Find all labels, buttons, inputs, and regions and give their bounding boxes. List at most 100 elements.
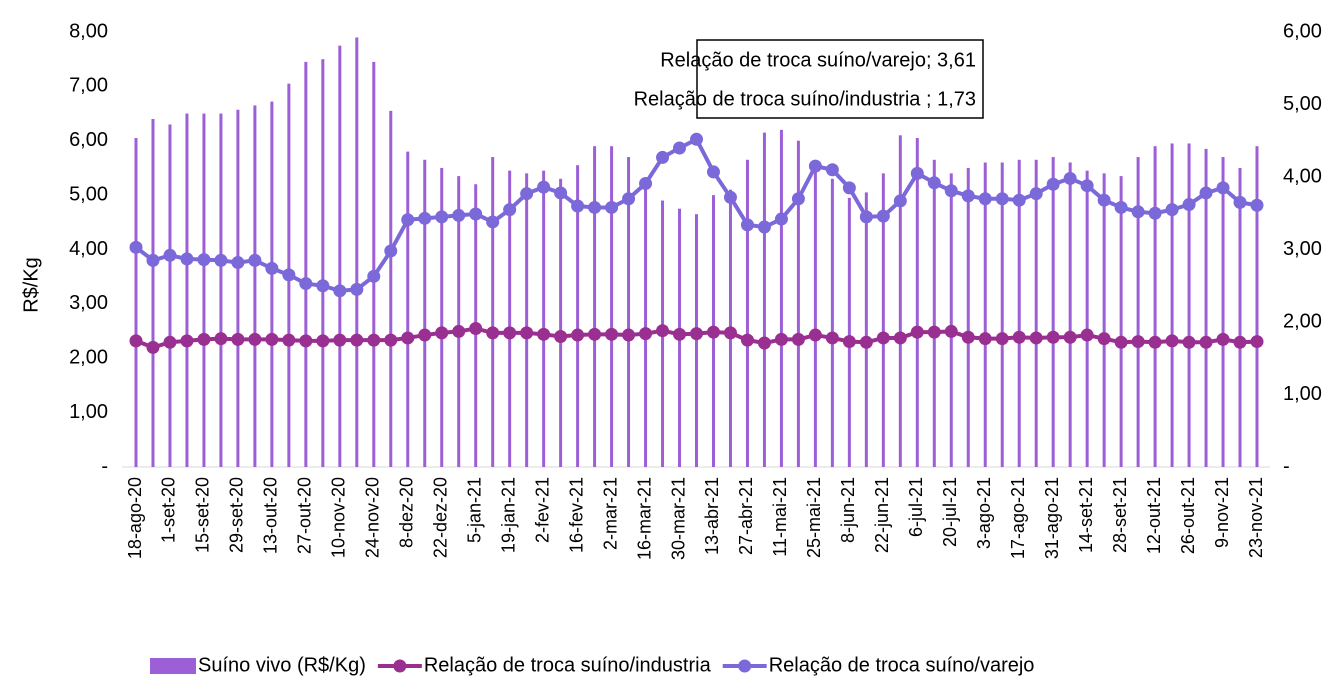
- bar: [151, 119, 155, 467]
- bar: [796, 140, 800, 467]
- point: [588, 200, 602, 214]
- bar: [491, 157, 495, 467]
- x-tick-label: 12-out-21: [1144, 477, 1164, 554]
- bar: [830, 178, 834, 467]
- point: [1131, 205, 1145, 219]
- point: [1233, 335, 1247, 349]
- bar: [1102, 173, 1106, 467]
- bar: [253, 105, 257, 467]
- point: [1233, 195, 1247, 209]
- point: [333, 333, 347, 347]
- point: [893, 331, 907, 345]
- point: [435, 210, 449, 224]
- bar: [1051, 157, 1055, 467]
- y-tick-label: -: [101, 455, 108, 477]
- legend-label: Relação de troca suíno/varejo: [769, 654, 1035, 676]
- point: [673, 327, 687, 341]
- x-tick-label: 13-abr-21: [702, 477, 722, 555]
- legend-item: Relação de troca suíno/industria: [377, 654, 712, 676]
- bar: [813, 165, 817, 467]
- point: [893, 194, 907, 208]
- point: [231, 332, 245, 346]
- x-tick-label: 10-nov-20: [329, 477, 349, 558]
- bar: [168, 124, 172, 467]
- bar: [1017, 159, 1021, 467]
- point: [452, 208, 466, 222]
- legend-item: Relação de troca suíno/varejo: [722, 654, 1035, 676]
- point: [723, 326, 737, 340]
- y2-tick-label: 5,00: [1283, 93, 1322, 115]
- point: [927, 176, 941, 190]
- point: [723, 190, 737, 204]
- x-tick-label: 19-jan-21: [498, 477, 518, 553]
- x-tick-label: 13-out-20: [261, 477, 281, 554]
- bar: [423, 159, 427, 467]
- point: [690, 327, 703, 341]
- bar: [983, 162, 987, 467]
- bar: [576, 165, 580, 467]
- point: [350, 282, 364, 296]
- bar: [1221, 157, 1225, 467]
- bar: [644, 178, 648, 467]
- y-tick-label: 2,00: [69, 347, 108, 369]
- bar: [1085, 170, 1089, 467]
- bar: [932, 159, 936, 467]
- bar: [440, 167, 444, 467]
- point: [774, 332, 788, 346]
- y2-tick-label: 3,00: [1283, 238, 1322, 260]
- bar: [1119, 176, 1123, 467]
- x-tick-label: 17-ago-21: [1008, 477, 1028, 559]
- point: [825, 163, 839, 177]
- point: [1046, 177, 1060, 191]
- y-tick-label: 6,00: [69, 129, 108, 151]
- point: [910, 325, 924, 339]
- point: [1012, 193, 1026, 207]
- x-tick-label: 6-jul-21: [906, 477, 926, 537]
- point: [1029, 187, 1043, 201]
- point: [503, 326, 517, 340]
- point: [520, 326, 534, 340]
- bar: [525, 173, 529, 467]
- point: [197, 332, 211, 346]
- point: [673, 141, 687, 155]
- point: [944, 324, 958, 338]
- bar: [1187, 143, 1191, 467]
- point: [231, 256, 245, 270]
- bar: [185, 113, 189, 467]
- point: [1148, 206, 1162, 220]
- bar: [593, 146, 597, 467]
- point: [129, 334, 143, 348]
- x-tick-label: 22-dez-20: [430, 477, 450, 558]
- annotation: Relação de troca suíno/industria ; 1,73: [634, 88, 976, 110]
- x-tick-label: 20-jul-21: [940, 477, 960, 547]
- point: [435, 326, 449, 340]
- point: [842, 181, 856, 195]
- point: [859, 335, 873, 349]
- point: [350, 333, 364, 347]
- bar: [372, 61, 376, 467]
- y2-tick-label: 2,00: [1283, 310, 1322, 332]
- point: [1063, 171, 1077, 185]
- y-tick-label: 8,00: [69, 20, 108, 42]
- y2-tick-label: -: [1283, 455, 1290, 477]
- y2-tick-label: 6,00: [1283, 20, 1322, 42]
- point: [401, 331, 415, 345]
- x-tick-label: 29-set-20: [227, 477, 247, 553]
- bar: [406, 151, 410, 467]
- x-tick-label: 16-fev-21: [566, 477, 586, 553]
- x-tick-label: 25-mai-21: [804, 477, 824, 558]
- point: [486, 326, 500, 340]
- point: [197, 253, 211, 267]
- point: [1063, 330, 1077, 344]
- point: [1182, 198, 1196, 212]
- point: [316, 279, 330, 293]
- bar: [1136, 157, 1140, 467]
- x-tick-label: 8-dez-20: [397, 477, 417, 548]
- x-tick-label: 14-set-21: [1076, 477, 1096, 553]
- point: [605, 200, 619, 214]
- bar: [627, 157, 631, 467]
- point: [995, 332, 1009, 346]
- bar: [508, 170, 512, 467]
